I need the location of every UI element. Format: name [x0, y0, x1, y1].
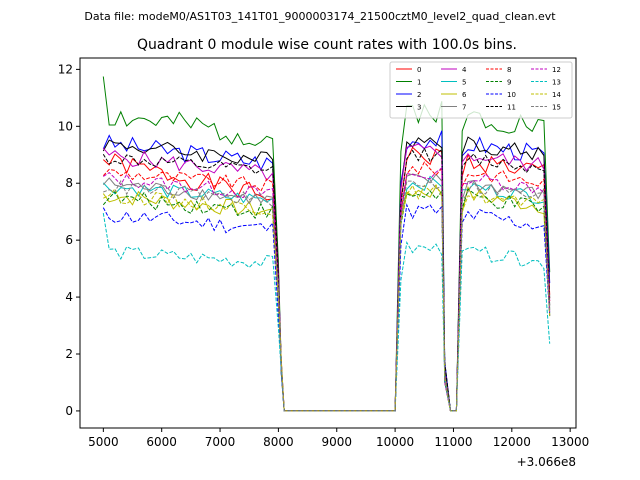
legend-label-8: 8	[507, 66, 511, 74]
legend-label-15: 15	[552, 104, 561, 112]
legend-label-3: 3	[417, 104, 421, 112]
series-layer	[102, 76, 551, 412]
y-axis: 0 2 4 6 8 10 12	[58, 62, 80, 418]
legend-label-7: 7	[462, 104, 466, 112]
y-tick-label: 10	[58, 119, 73, 133]
series-line-14	[103, 184, 551, 412]
plot-frame	[79, 57, 577, 429]
x-tick-label: 9000	[321, 435, 352, 449]
x-tick-label: 13000	[551, 435, 589, 449]
legend-label-0: 0	[417, 66, 421, 74]
legend-label-12: 12	[552, 66, 561, 74]
y-tick-label: 12	[58, 62, 73, 76]
x-tick-label: 6000	[146, 435, 177, 449]
x-tick-label: 7000	[205, 435, 236, 449]
plot-area	[80, 58, 576, 428]
series-line-15	[103, 179, 551, 412]
x-tick-label: 10000	[376, 435, 414, 449]
legend-label-10: 10	[507, 91, 516, 99]
legend-label-13: 13	[552, 79, 561, 87]
y-tick-label: 6	[65, 233, 73, 247]
x-offset-label: +3.066e8	[517, 455, 576, 469]
x-tick-label: 11000	[434, 435, 472, 449]
legend-label-5: 5	[462, 79, 466, 87]
legend-label-2: 2	[417, 91, 421, 99]
legend-label-4: 4	[462, 66, 467, 74]
legend-label-9: 9	[507, 79, 511, 87]
x-tick-label: 5000	[88, 435, 119, 449]
legend-label-11: 11	[507, 104, 516, 112]
y-tick-label: 4	[65, 290, 73, 304]
legend-label-1: 1	[417, 79, 421, 87]
series-line-13	[102, 213, 551, 412]
suptitle: Data file: modeM0/AS1T03_141T01_90000031…	[84, 10, 556, 23]
legend-label-6: 6	[462, 91, 467, 99]
chart-title: Quadrant 0 module wise count rates with …	[137, 37, 517, 53]
y-tick-label: 2	[65, 347, 73, 361]
legend-box	[389, 61, 573, 119]
legend-label-14: 14	[552, 91, 561, 99]
series-line-12	[103, 167, 551, 412]
y-tick-label: 8	[65, 176, 73, 190]
y-tick-label: 0	[65, 404, 73, 418]
x-axis: 5000 6000 7000 8000 9000 10000 11000 12000 13000	[88, 428, 589, 449]
x-tick-label: 8000	[263, 435, 294, 449]
series-line-10	[102, 203, 551, 412]
x-tick-label: 12000	[493, 435, 531, 449]
